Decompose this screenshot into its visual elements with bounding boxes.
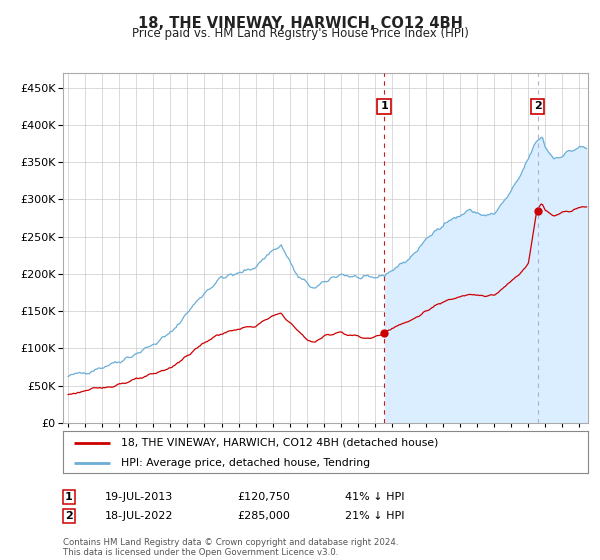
Text: £120,750: £120,750	[237, 492, 290, 502]
Text: 41% ↓ HPI: 41% ↓ HPI	[345, 492, 404, 502]
Text: 21% ↓ HPI: 21% ↓ HPI	[345, 511, 404, 521]
Text: 1: 1	[65, 492, 73, 502]
Text: 18, THE VINEWAY, HARWICH, CO12 4BH: 18, THE VINEWAY, HARWICH, CO12 4BH	[137, 16, 463, 31]
Text: 1: 1	[380, 101, 388, 111]
Text: Contains HM Land Registry data © Crown copyright and database right 2024.
This d: Contains HM Land Registry data © Crown c…	[63, 538, 398, 557]
Text: HPI: Average price, detached house, Tendring: HPI: Average price, detached house, Tend…	[121, 458, 370, 468]
Text: 19-JUL-2013: 19-JUL-2013	[105, 492, 173, 502]
Text: 2: 2	[533, 101, 541, 111]
Text: 18-JUL-2022: 18-JUL-2022	[105, 511, 173, 521]
Text: 18, THE VINEWAY, HARWICH, CO12 4BH (detached house): 18, THE VINEWAY, HARWICH, CO12 4BH (deta…	[121, 438, 438, 448]
Text: 2: 2	[65, 511, 73, 521]
Text: Price paid vs. HM Land Registry's House Price Index (HPI): Price paid vs. HM Land Registry's House …	[131, 27, 469, 40]
Text: £285,000: £285,000	[237, 511, 290, 521]
